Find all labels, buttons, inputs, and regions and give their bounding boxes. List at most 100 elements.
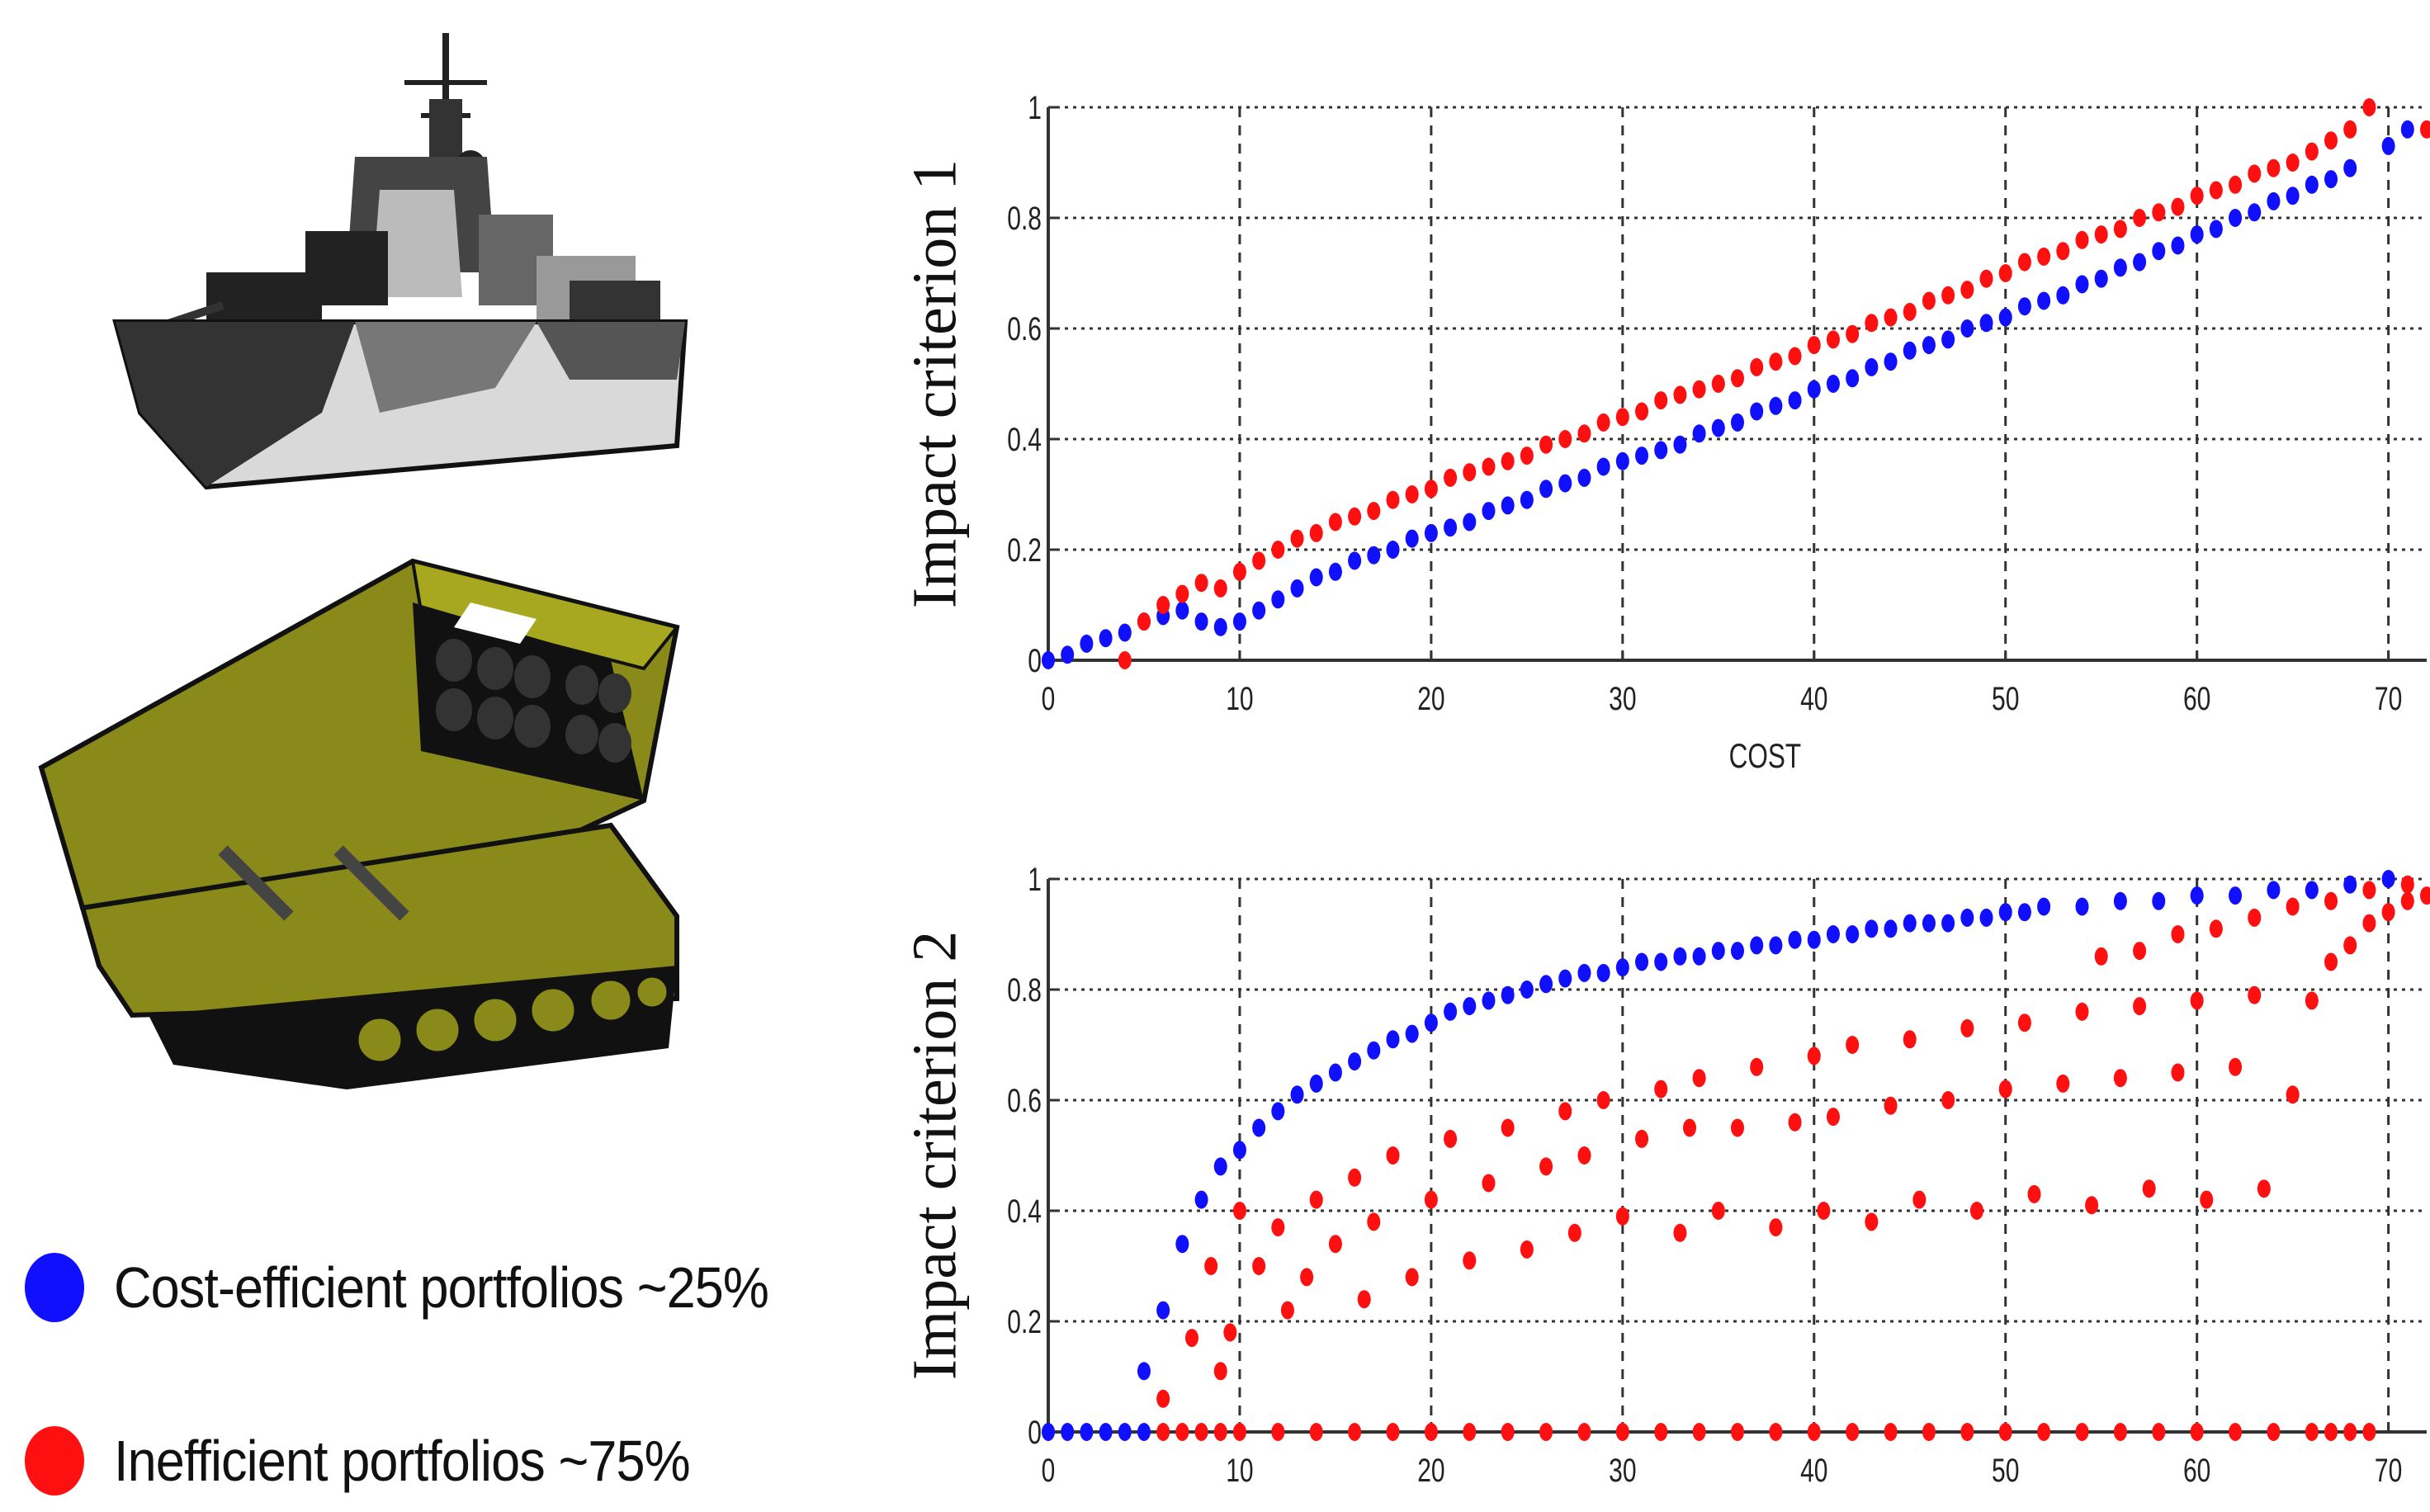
- inefficient-point: [1969, 1202, 1983, 1220]
- efficient-point: [1386, 541, 1400, 559]
- efficient-point: [1099, 629, 1113, 648]
- inefficient-point: [2286, 897, 2300, 916]
- inefficient-point: [2190, 187, 2204, 206]
- efficient-point: [1998, 308, 2012, 327]
- inefficient-point: [1846, 1423, 1860, 1441]
- inefficient-point: [1405, 1268, 1419, 1287]
- efficient-point: [1118, 1423, 1132, 1441]
- inefficient-point: [1826, 330, 1840, 349]
- efficient-point: [2229, 209, 2243, 227]
- efficient-point: [2248, 203, 2262, 222]
- inefficient-point: [1769, 1423, 1783, 1441]
- inefficient-point: [2171, 925, 2185, 943]
- inefficient-point: [2094, 947, 2108, 966]
- efficient-point: [1539, 480, 1553, 498]
- efficient-point: [1194, 612, 1208, 631]
- efficient-point: [1080, 1423, 1094, 1441]
- x-tick-label: 70: [2375, 1453, 2402, 1489]
- inefficient-point: [2420, 886, 2430, 905]
- inefficient-point: [1357, 1290, 1371, 1309]
- efficient-point: [1941, 330, 1955, 349]
- inefficient-point: [1501, 451, 1515, 470]
- inefficient-point: [1979, 269, 1993, 288]
- x-tick-label: 30: [1609, 681, 1636, 717]
- x-tick-label: 50: [1992, 1453, 2019, 1489]
- efficient-point: [2113, 258, 2127, 277]
- inefficient-point: [1998, 1080, 2012, 1099]
- inefficient-point: [1683, 1118, 1697, 1137]
- efficient-point: [1998, 903, 2012, 922]
- efficient-point: [1482, 991, 1496, 1010]
- efficient-point: [2286, 187, 2300, 206]
- efficient-point: [2037, 897, 2051, 916]
- inefficient-point: [1654, 1423, 1668, 1441]
- inefficient-point: [2017, 253, 2031, 272]
- inefficient-point: [1826, 1108, 1840, 1127]
- efficient-point: [1348, 551, 1362, 570]
- inefficient-point: [1615, 408, 1629, 427]
- efficient-point: [1846, 925, 1860, 943]
- efficient-point: [2056, 286, 2070, 305]
- efficient-point: [1290, 1085, 1304, 1104]
- efficient-point: [1750, 402, 1764, 421]
- efficient-point: [1463, 997, 1477, 1016]
- efficient-point: [1903, 914, 1917, 933]
- inefficient-point: [1673, 385, 1687, 404]
- efficient-point: [1750, 936, 1764, 955]
- inefficient-point: [1252, 551, 1266, 570]
- inefficient-point: [1118, 651, 1132, 669]
- efficient-point: [1865, 919, 1879, 938]
- efficient-point: [1424, 523, 1438, 542]
- inefficient-dot-icon: [25, 1426, 84, 1495]
- efficient-dot-icon: [25, 1253, 84, 1322]
- inefficient-point: [1137, 612, 1151, 631]
- inefficient-point: [1184, 1329, 1198, 1348]
- efficient-point: [2267, 191, 2281, 210]
- efficient-point: [1596, 963, 1610, 982]
- efficient-point: [2113, 891, 2127, 910]
- inefficient-point: [2113, 1069, 2127, 1088]
- x-tick-label: 10: [1226, 1453, 1253, 1489]
- inefficient-point: [1539, 1157, 1553, 1176]
- inefficient-point: [1424, 1190, 1438, 1209]
- inefficient-point: [2027, 1184, 2041, 1203]
- inefficient-point: [2229, 1057, 2243, 1076]
- inefficient-point: [1615, 1207, 1629, 1226]
- efficient-point: [1731, 413, 1744, 432]
- inefficient-point: [1654, 391, 1668, 410]
- inefficient-point: [2171, 1063, 2185, 1082]
- efficient-point: [2190, 886, 2204, 905]
- inefficient-point: [1463, 1251, 1477, 1270]
- inefficient-point: [1558, 1102, 1572, 1121]
- efficient-point: [2324, 170, 2338, 189]
- efficient-point: [2267, 881, 2281, 900]
- efficient-point: [1156, 1301, 1170, 1320]
- inefficient-point: [2229, 175, 2243, 194]
- efficient-point: [1213, 617, 1227, 636]
- inefficient-point: [2305, 991, 2319, 1010]
- efficient-point: [1309, 1074, 1323, 1093]
- y-axis-label: Impact criterion 2: [900, 931, 969, 1380]
- inefficient-point: [2248, 908, 2262, 927]
- inefficient-point: [2133, 997, 2147, 1016]
- y-axis-label: Impact criterion 1: [900, 159, 969, 608]
- efficient-point: [1539, 975, 1553, 994]
- inefficient-point: [1348, 1168, 1362, 1187]
- inefficient-point: [1271, 1423, 1285, 1441]
- inefficient-point: [1280, 1301, 1294, 1320]
- inefficient-point: [1156, 596, 1170, 614]
- efficient-point: [2190, 225, 2204, 244]
- efficient-point: [1673, 435, 1687, 454]
- efficient-point: [2133, 253, 2147, 272]
- inefficient-point: [2286, 154, 2300, 172]
- inefficient-point: [1271, 1218, 1285, 1237]
- inefficient-point: [1960, 1423, 1974, 1441]
- efficient-point: [1577, 963, 1591, 982]
- inefficient-point: [1960, 281, 1974, 300]
- inefficient-point: [1865, 314, 1879, 333]
- efficient-point: [2017, 903, 2031, 922]
- inefficient-point: [1769, 352, 1783, 371]
- inefficient-point: [1290, 529, 1304, 548]
- inefficient-point: [1520, 1240, 1534, 1259]
- efficient-point: [1558, 474, 1572, 493]
